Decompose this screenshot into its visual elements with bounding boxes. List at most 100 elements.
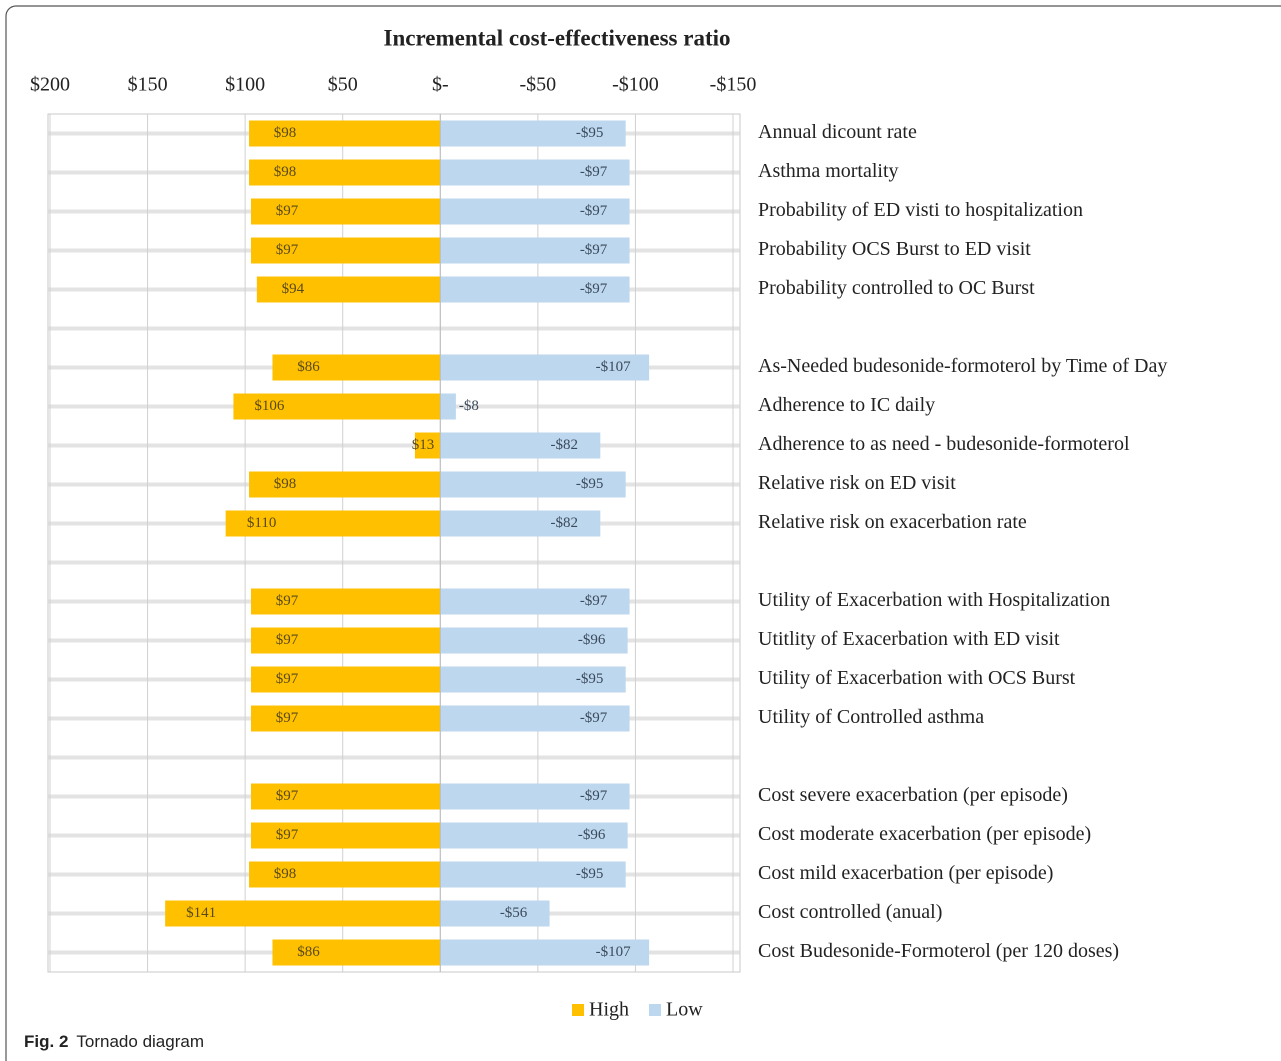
bar [225, 510, 441, 537]
value-label: -$95 [576, 476, 604, 492]
value-label: -$97 [580, 281, 608, 297]
bar [250, 705, 441, 732]
category-label: Utitlity of Exacerbation with ED visit [758, 628, 1060, 650]
value-label: -$97 [580, 788, 608, 804]
category-label: As-Needed budesonide-formoterol by Time … [758, 355, 1167, 377]
value-label: -$95 [576, 866, 604, 882]
chart-title: Incremental cost-effectiveness ratio [384, 25, 731, 50]
x-tick-label: $- [432, 74, 449, 96]
category-label: Adherence to as need - budesonide-formot… [758, 433, 1130, 455]
bar [272, 354, 441, 381]
category-label: Utility of Exacerbation with OCS Burst [758, 667, 1076, 689]
bar [440, 354, 650, 381]
value-label: $97 [276, 242, 299, 258]
category-label: Adherence to IC daily [758, 394, 935, 416]
x-tick-label: $100 [225, 74, 265, 96]
value-label: $97 [276, 632, 299, 648]
bar [440, 861, 626, 888]
category-label: Probability controlled to OC Burst [758, 277, 1035, 299]
x-tick-label: $50 [328, 74, 358, 96]
bar [249, 861, 441, 888]
category-label: Utility of Exacerbation with Hospitaliza… [758, 589, 1110, 611]
value-label: $86 [297, 359, 320, 375]
legend-swatch [572, 1004, 584, 1016]
value-label: -$95 [576, 125, 604, 141]
bar [440, 627, 628, 654]
value-label: -$97 [580, 203, 608, 219]
category-label: Relative risk on ED visit [758, 472, 956, 494]
bar [250, 627, 441, 654]
value-label: -$82 [551, 437, 579, 453]
bar [250, 588, 441, 615]
value-label: $98 [274, 866, 297, 882]
value-label: $97 [276, 671, 299, 687]
value-label: -$8 [459, 398, 479, 414]
caption: Fig. 2 Tornado diagram [24, 1032, 204, 1051]
caption-label: Fig. 2 [24, 1032, 68, 1051]
bar [440, 705, 630, 732]
value-label: -$97 [580, 242, 608, 258]
category-label: Relative risk on exacerbation rate [758, 511, 1027, 533]
value-label: $97 [276, 827, 299, 843]
bar [440, 666, 626, 693]
category-label: Annual dicount rate [758, 121, 917, 143]
value-label: -$97 [580, 164, 608, 180]
value-label: $97 [276, 788, 299, 804]
x-tick-label: -$100 [612, 74, 659, 96]
caption-text: Tornado diagram [76, 1032, 204, 1051]
bar [440, 510, 601, 537]
legend-swatch [649, 1004, 661, 1016]
bar [165, 900, 441, 927]
value-label: -$96 [578, 827, 606, 843]
bar [440, 159, 630, 186]
value-label: -$97 [580, 710, 608, 726]
value-label: $106 [254, 398, 285, 414]
bar [250, 822, 441, 849]
value-label: -$107 [596, 359, 631, 375]
value-label: $94 [282, 281, 305, 297]
x-tick-label: $200 [30, 74, 70, 96]
category-label: Cost controlled (anual) [758, 901, 942, 923]
bar [440, 588, 630, 615]
bar [414, 432, 441, 459]
bar [440, 783, 630, 810]
bar [249, 159, 441, 186]
x-tick-label: -$50 [520, 74, 557, 96]
value-label: -$97 [580, 593, 608, 609]
value-label: $98 [274, 125, 297, 141]
bar [233, 393, 441, 420]
value-label: $97 [276, 203, 299, 219]
bar [440, 432, 601, 459]
value-label: $141 [186, 905, 216, 921]
bar [272, 939, 441, 966]
figure-frame [5, 5, 1281, 1061]
category-label: Utility of Controlled asthma [758, 706, 984, 728]
value-label: $98 [274, 476, 297, 492]
x-tick-label: -$150 [710, 74, 757, 96]
value-label: $86 [297, 944, 320, 960]
bar [250, 237, 441, 264]
value-label: -$82 [551, 515, 579, 531]
category-label: Cost severe exacerbation (per episode) [758, 784, 1068, 806]
category-label: Cost Budesonide-Formoterol (per 120 dose… [758, 940, 1119, 962]
category-label: Asthma mortality [758, 160, 899, 182]
value-label: $97 [276, 593, 299, 609]
bar [250, 198, 441, 225]
value-label: -$107 [596, 944, 631, 960]
value-label: $110 [247, 515, 276, 531]
bar [440, 939, 650, 966]
legend-label: High [589, 999, 629, 1021]
bar [440, 393, 456, 420]
value-label: $98 [274, 164, 297, 180]
bar [256, 276, 441, 303]
category-label: Probability of ED visti to hospitalizati… [758, 199, 1083, 221]
bar [440, 276, 630, 303]
value-label: $97 [276, 710, 299, 726]
bar [440, 120, 626, 147]
value-label: -$95 [576, 671, 604, 687]
bar [249, 471, 441, 498]
value-label: -$56 [500, 905, 528, 921]
legend-label: Low [666, 999, 703, 1021]
bar [440, 900, 550, 927]
category-label: Cost moderate exacerbation (per episode) [758, 823, 1091, 845]
